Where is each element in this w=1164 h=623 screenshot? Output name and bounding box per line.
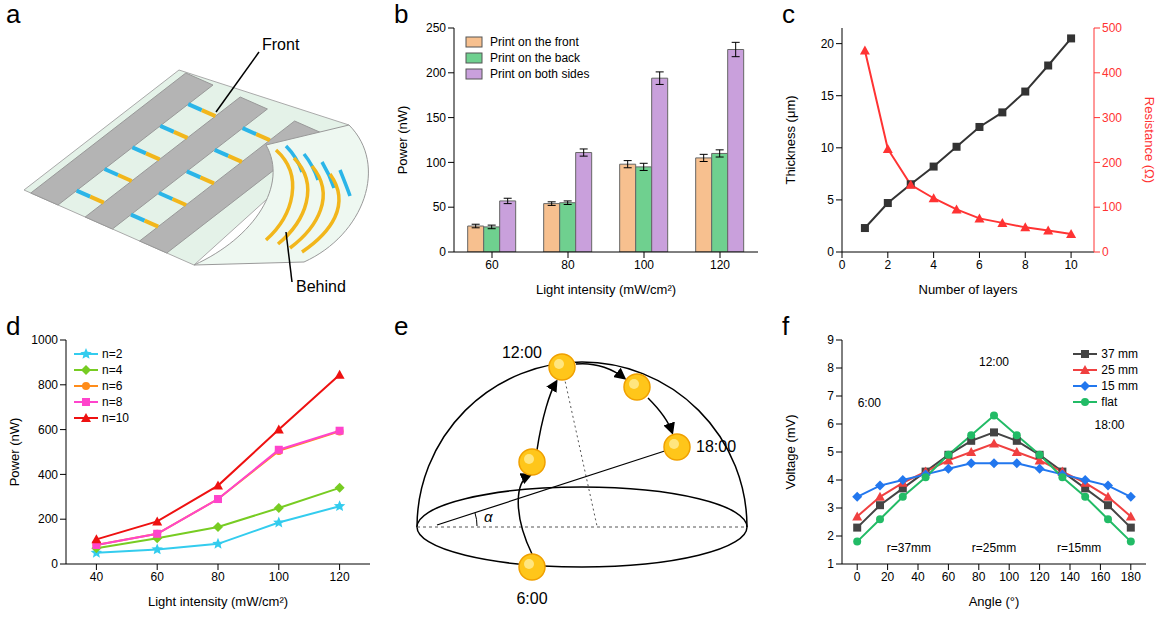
svg-text:1: 1: [827, 557, 834, 571]
svg-text:200: 200: [38, 512, 58, 526]
svg-text:9: 9: [827, 333, 834, 347]
svg-text:400: 400: [38, 468, 58, 482]
html-text:15 mm: 15 mm: [1101, 379, 1138, 393]
html-text:Print on both sides: Print on both sides: [490, 67, 590, 81]
html-text:n=2: n=2: [102, 347, 123, 361]
html-text:18:00: 18:00: [1094, 418, 1125, 433]
svg-text:Power (nW): Power (nW): [395, 106, 410, 175]
svg-text:10: 10: [1064, 258, 1078, 272]
svg-text:60: 60: [485, 258, 499, 272]
html-text:Print on the front: Print on the front: [490, 35, 579, 49]
svg-text:α: α: [484, 508, 493, 525]
html-text:b: b: [394, 0, 409, 29]
html-text:c: c: [782, 0, 795, 29]
html-text:Print on the back: Print on the back: [490, 51, 581, 65]
svg-text:3: 3: [827, 501, 834, 515]
html-text:e: e: [394, 311, 409, 341]
html-text:25 mm: 25 mm: [1101, 363, 1138, 377]
svg-text:Power (nW): Power (nW): [7, 418, 22, 487]
svg-text:20: 20: [821, 37, 835, 51]
svg-text:80: 80: [972, 570, 986, 584]
svg-text:0: 0: [51, 557, 58, 571]
svg-text:4: 4: [827, 473, 834, 487]
svg-text:400: 400: [1102, 66, 1122, 80]
svg-text:100: 100: [426, 156, 446, 170]
html-text:f: f: [782, 311, 790, 341]
svg-text:5: 5: [827, 445, 834, 459]
svg-text:6:00: 6:00: [516, 590, 547, 607]
svg-text:2: 2: [884, 258, 891, 272]
html-text:37 mm: 37 mm: [1101, 347, 1138, 361]
html-text:6:00: 6:00: [857, 395, 881, 410]
svg-text:Thickness (μm): Thickness (μm): [783, 95, 798, 184]
svg-text:0: 0: [1102, 245, 1109, 259]
svg-text:4: 4: [930, 258, 937, 272]
svg-text:2: 2: [827, 529, 834, 543]
html-text:a: a: [6, 0, 21, 29]
svg-text:Angle (°): Angle (°): [969, 594, 1020, 609]
svg-text:50: 50: [433, 200, 447, 214]
html-text:r=15mm: r=15mm: [1056, 541, 1102, 556]
svg-text:6: 6: [827, 417, 834, 431]
svg-text:160: 160: [1090, 570, 1110, 584]
html-text:r=37mm: r=37mm: [886, 541, 931, 556]
svg-text:60: 60: [151, 570, 165, 584]
svg-text:Light intensity (mW/cm²): Light intensity (mW/cm²): [148, 594, 288, 609]
svg-text:40: 40: [911, 570, 925, 584]
html-text:n=8: n=8: [102, 395, 123, 409]
html-text:n=4: n=4: [102, 363, 123, 377]
html-text:n=6: n=6: [102, 379, 123, 393]
svg-text:7: 7: [827, 389, 834, 403]
svg-text:8: 8: [827, 361, 834, 375]
svg-text:0: 0: [827, 245, 834, 259]
svg-text:0: 0: [439, 245, 446, 259]
svg-text:Resistance (Ω): Resistance (Ω): [1142, 97, 1157, 183]
svg-text:180: 180: [1121, 570, 1141, 584]
svg-text:800: 800: [38, 378, 58, 392]
svg-text:Light intensity (mW/cm²): Light intensity (mW/cm²): [536, 282, 676, 297]
svg-text:1000: 1000: [31, 333, 58, 347]
html-text:12:00: 12:00: [979, 355, 1009, 370]
svg-text:100: 100: [1102, 200, 1122, 214]
svg-text:100: 100: [999, 570, 1019, 584]
svg-text:300: 300: [1102, 111, 1122, 125]
svg-text:6: 6: [976, 258, 983, 272]
svg-text:18:00: 18:00: [696, 438, 736, 455]
svg-text:Voltage (mV): Voltage (mV): [783, 414, 798, 489]
svg-text:140: 140: [1060, 570, 1080, 584]
html-text:flat: flat: [1101, 395, 1118, 409]
svg-text:80: 80: [561, 258, 575, 272]
svg-text:Behind: Behind: [296, 278, 346, 295]
html-text:n=10: n=10: [102, 411, 129, 425]
svg-text:8: 8: [1022, 258, 1029, 272]
svg-text:500: 500: [1102, 21, 1122, 35]
svg-text:120: 120: [710, 258, 730, 272]
svg-text:Number of layers: Number of layers: [919, 282, 1018, 297]
svg-text:12:00: 12:00: [502, 344, 542, 361]
svg-text:250: 250: [426, 21, 446, 35]
svg-text:200: 200: [1102, 156, 1122, 170]
svg-text:0: 0: [839, 258, 846, 272]
html-text:r=25mm: r=25mm: [971, 541, 1017, 556]
svg-text:Front: Front: [262, 36, 300, 53]
svg-text:5: 5: [827, 193, 834, 207]
svg-text:40: 40: [90, 570, 104, 584]
svg-text:80: 80: [211, 570, 225, 584]
html-text:d: d: [6, 311, 21, 341]
svg-text:15: 15: [821, 89, 835, 103]
svg-text:60: 60: [942, 570, 956, 584]
svg-text:100: 100: [269, 570, 289, 584]
svg-text:100: 100: [634, 258, 654, 272]
svg-text:150: 150: [426, 111, 446, 125]
svg-text:600: 600: [38, 423, 58, 437]
svg-text:10: 10: [821, 141, 835, 155]
svg-text:120: 120: [1030, 570, 1050, 584]
svg-text:120: 120: [330, 570, 350, 584]
svg-text:200: 200: [426, 66, 446, 80]
svg-text:0: 0: [854, 570, 861, 584]
svg-text:20: 20: [881, 570, 895, 584]
